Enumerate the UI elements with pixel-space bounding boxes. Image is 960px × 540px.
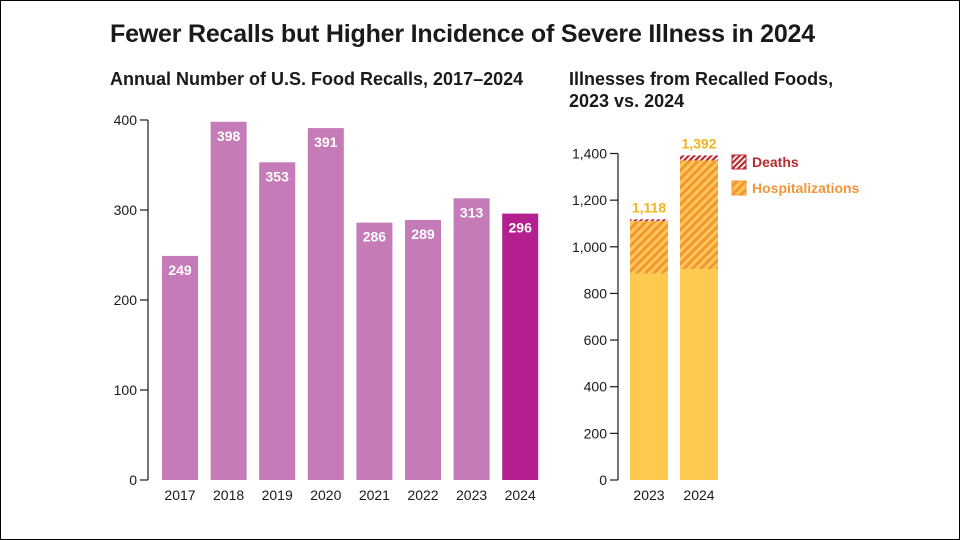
recalls-value-label-2019: 353 xyxy=(266,168,290,184)
illnesses-bar-2023-other-illnesses xyxy=(630,273,668,480)
recalls-value-label-2024: 296 xyxy=(509,220,533,236)
main-title: Fewer Recalls but Higher Incidence of Se… xyxy=(110,20,815,48)
illnesses-total-label-2023: 1,118 xyxy=(632,199,666,215)
recalls-y-tick-label: 100 xyxy=(114,382,138,398)
legend-label-hospitalizations: Hospitalizations xyxy=(752,180,860,196)
recalls-x-tick-label-2022: 2022 xyxy=(407,487,438,503)
recalls-bar-2021 xyxy=(356,222,393,480)
illnesses-y-tick-label: 0 xyxy=(599,472,607,488)
recalls-bar-2020 xyxy=(307,128,344,480)
legend-swatch-hospitalizations xyxy=(731,180,747,196)
illnesses-stacked-chart: 0 200 400 600 800 1,000 1,200 1,400 1,118 2023 1,3… xyxy=(572,135,860,503)
recalls-x-tick-label-2024: 2024 xyxy=(505,487,536,503)
recalls-x-tick-label-2023: 2023 xyxy=(456,487,487,503)
recalls-value-label-2023: 313 xyxy=(460,204,484,220)
recalls-value-label-2017: 249 xyxy=(168,262,192,278)
illnesses-y-tick-label: 1,000 xyxy=(572,239,607,255)
recalls-bar-2022 xyxy=(405,219,441,480)
illnesses-y-tick-label: 1,200 xyxy=(572,192,607,208)
recalls-value-label-2022: 289 xyxy=(411,226,435,242)
illnesses-x-tick-label-2024: 2024 xyxy=(683,487,714,503)
recalls-x-tick-label-2017: 2017 xyxy=(164,487,195,503)
recalls-bar-2017 xyxy=(162,255,198,480)
recalls-chart-title: Annual Number of U.S. Food Recalls, 2017… xyxy=(110,69,524,89)
recalls-bar-2018 xyxy=(210,121,247,481)
recalls-x-tick-label-2019: 2019 xyxy=(262,487,293,503)
illnesses-y-tick-label: 800 xyxy=(584,285,608,301)
illnesses-bar-2023-deaths xyxy=(630,219,668,222)
illnesses-y-tick-label: 600 xyxy=(584,332,608,348)
recalls-y-tick-label: 0 xyxy=(129,472,137,488)
recalls-bar-chart: 0 100 200 300 400 249 2017 398 2018 353 2019 391 202… xyxy=(114,112,539,503)
recalls-y-tick-label: 300 xyxy=(114,202,138,218)
recalls-bar-2019 xyxy=(259,162,296,481)
illnesses-y-tick-label: 200 xyxy=(584,425,608,441)
recalls-y-tick-label: 200 xyxy=(114,292,138,308)
legend-label-deaths: Deaths xyxy=(752,154,799,170)
illnesses-bar-2024-deaths xyxy=(680,155,718,161)
illnesses-bar-2024-hospitalizations xyxy=(680,160,718,269)
recalls-value-label-2021: 286 xyxy=(363,229,387,245)
illnesses-bar-2024-other-illnesses xyxy=(680,268,718,480)
recalls-x-tick-label-2021: 2021 xyxy=(359,487,390,503)
recalls-x-tick-label-2018: 2018 xyxy=(213,487,244,503)
recalls-value-label-2018: 398 xyxy=(217,128,241,144)
illnesses-y-tick-label: 1,400 xyxy=(572,146,607,162)
illnesses-y-tick-label: 400 xyxy=(584,379,608,395)
illnesses-bar-2023-hospitalizations xyxy=(630,221,668,274)
illnesses-chart-title: Illnesses from Recalled Foods, 2023 vs. … xyxy=(569,69,834,111)
illnesses-total-label-2024: 1,392 xyxy=(681,135,716,151)
legend-swatch-deaths xyxy=(731,154,747,170)
recalls-bar-2023 xyxy=(453,198,490,481)
recalls-value-label-2020: 391 xyxy=(314,134,338,150)
recalls-x-tick-label-2020: 2020 xyxy=(310,487,341,503)
illnesses-x-tick-label-2023: 2023 xyxy=(633,487,664,503)
recalls-bar-2024 xyxy=(502,213,539,480)
recalls-y-tick-label: 400 xyxy=(114,112,138,128)
